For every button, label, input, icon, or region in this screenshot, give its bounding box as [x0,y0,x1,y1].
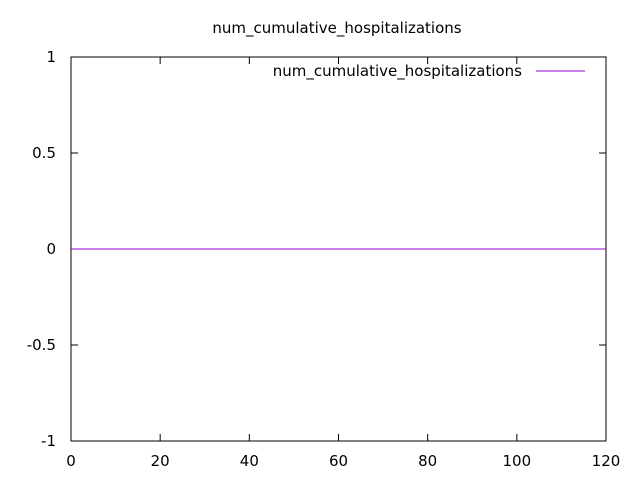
x-tick-label: 20 [151,452,170,470]
x-tick-label: 0 [66,452,76,470]
x-tick-label: 40 [240,452,259,470]
y-tick-label: 0.5 [32,144,56,162]
x-tick-label: 60 [329,452,348,470]
legend: num_cumulative_hospitalizations [273,62,585,81]
x-tick-label: 120 [592,452,621,470]
y-tick-label: -0.5 [27,336,56,354]
y-tick-label: 1 [46,48,56,66]
x-tick-label: 100 [503,452,532,470]
y-tick-label: -1 [41,432,56,450]
x-axis: 0 20 40 60 80 100 120 [66,57,620,470]
y-tick-label: 0 [46,240,56,258]
x-tick-label: 80 [418,452,437,470]
legend-label: num_cumulative_hospitalizations [273,62,522,81]
chart-title: num_cumulative_hospitalizations [212,19,461,38]
